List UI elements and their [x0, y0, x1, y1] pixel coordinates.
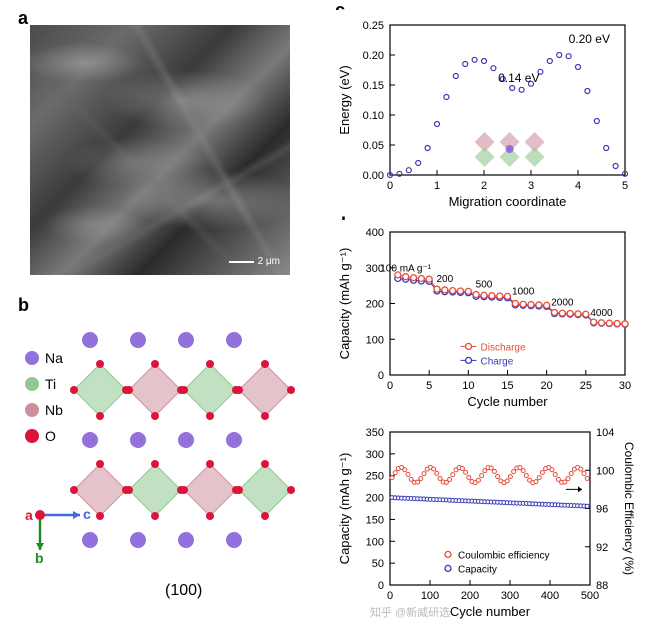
svg-text:2: 2 [481, 180, 487, 192]
scale-bar: 2 μm [229, 256, 280, 267]
legend-dot [25, 351, 39, 365]
svg-text:Capacity (mAh g⁻¹): Capacity (mAh g⁻¹) [337, 248, 352, 360]
svg-text:20: 20 [541, 380, 553, 392]
chart-e-cycling: 0100200300400500050100150200250300350889… [335, 420, 635, 620]
svg-text:0: 0 [387, 180, 393, 192]
svg-text:100 mA g⁻¹: 100 mA g⁻¹ [380, 263, 432, 274]
svg-text:15: 15 [501, 380, 513, 392]
svg-text:c: c [83, 506, 91, 522]
svg-text:Capacity (mAh g⁻¹): Capacity (mAh g⁻¹) [337, 453, 352, 565]
svg-text:Discharge: Discharge [481, 342, 526, 353]
svg-text:92: 92 [596, 542, 608, 554]
svg-text:100: 100 [596, 465, 614, 477]
svg-text:200: 200 [366, 493, 384, 505]
miller-index: (100) [165, 582, 202, 600]
scale-text: 2 μm [258, 256, 280, 267]
svg-text:25: 25 [580, 380, 592, 392]
atom-legend: Na Ti Nb O [25, 350, 63, 454]
svg-text:200: 200 [366, 299, 384, 311]
panel-a-sem: 2 μm [30, 25, 290, 275]
svg-text:5: 5 [426, 380, 432, 392]
svg-text:Migration coordinate: Migration coordinate [449, 194, 567, 209]
svg-text:1000: 1000 [512, 287, 535, 298]
watermark: 知乎 @新威研选 [370, 604, 450, 620]
svg-text:0.20 eV: 0.20 eV [569, 32, 610, 46]
chart-d-svg: 0510152025300100200300400100 mA g⁻¹20050… [335, 220, 635, 410]
svg-text:5: 5 [622, 180, 628, 192]
svg-text:30: 30 [619, 380, 631, 392]
svg-text:4: 4 [575, 180, 581, 192]
svg-text:Energy (eV): Energy (eV) [337, 65, 352, 134]
chart-d-rate: 0510152025300100200300400100 mA g⁻¹20050… [335, 220, 635, 410]
svg-text:Coulombic efficiency: Coulombic efficiency [458, 550, 550, 561]
svg-text:Capacity: Capacity [458, 564, 497, 575]
svg-text:2000: 2000 [551, 297, 574, 308]
svg-text:200: 200 [461, 590, 479, 602]
svg-text:3: 3 [528, 180, 534, 192]
svg-text:Cycle number: Cycle number [450, 604, 531, 619]
crystal-structure-svg [65, 320, 305, 560]
svg-text:350: 350 [366, 427, 384, 439]
svg-text:0.14 eV: 0.14 eV [498, 71, 539, 85]
svg-text:500: 500 [476, 279, 493, 290]
svg-text:0.15: 0.15 [363, 80, 384, 92]
legend-dot [25, 377, 39, 391]
svg-text:1: 1 [434, 180, 440, 192]
legend-item-ti: Ti [25, 376, 63, 392]
legend-dot [25, 403, 39, 417]
svg-text:0.10: 0.10 [363, 110, 384, 122]
chart-e-svg: 0100200300400500050100150200250300350889… [335, 420, 635, 620]
svg-text:Charge: Charge [481, 356, 514, 367]
svg-text:0: 0 [387, 590, 393, 602]
svg-text:0.00: 0.00 [363, 170, 384, 182]
panel-label-a: a [18, 8, 28, 29]
legend-item-na: Na [25, 350, 63, 366]
legend-label: Ti [45, 376, 56, 392]
svg-text:0: 0 [378, 370, 384, 382]
svg-text:400: 400 [541, 590, 559, 602]
svg-text:Coulombic Efficiency (%): Coulombic Efficiency (%) [622, 442, 635, 575]
svg-text:100: 100 [366, 536, 384, 548]
svg-text:50: 50 [372, 558, 384, 570]
chart-c-svg: 0 1 2 3 4 5 0.00 0.05 0.10 0.15 0.20 0.25 0.20 eV 0.1… [335, 10, 635, 210]
chart-c-energy: 0 1 2 3 4 5 0.00 0.05 0.10 0.15 0.20 0.25 0.20 eV 0.1… [335, 10, 635, 210]
svg-text:100: 100 [366, 334, 384, 346]
svg-text:0: 0 [387, 380, 393, 392]
legend-item-o: O [25, 428, 63, 444]
legend-label: Nb [45, 402, 63, 418]
svg-text:Cycle number: Cycle number [467, 394, 548, 409]
crystal-axes: c b a [25, 495, 95, 565]
svg-text:104: 104 [596, 427, 614, 439]
sem-texture [30, 25, 290, 275]
legend-item-nb: Nb [25, 402, 63, 418]
svg-text:200: 200 [436, 274, 453, 285]
svg-text:300: 300 [366, 449, 384, 461]
legend-dot [25, 429, 39, 443]
svg-text:88: 88 [596, 580, 608, 592]
svg-text:4000: 4000 [590, 308, 613, 319]
svg-text:300: 300 [501, 590, 519, 602]
legend-label: Na [45, 350, 63, 366]
svg-text:400: 400 [366, 227, 384, 239]
sem-image: 2 μm [30, 25, 290, 275]
svg-text:250: 250 [366, 471, 384, 483]
svg-text:0.05: 0.05 [363, 140, 384, 152]
panel-b-crystal: Na Ti Nb O c b a (100) [20, 300, 310, 610]
svg-text:0.20: 0.20 [363, 50, 384, 62]
svg-text:a: a [25, 507, 33, 523]
svg-text:100: 100 [421, 590, 439, 602]
svg-text:0: 0 [378, 580, 384, 592]
svg-text:150: 150 [366, 514, 384, 526]
legend-label: O [45, 428, 56, 444]
svg-text:0.25: 0.25 [363, 20, 384, 32]
svg-text:b: b [35, 550, 44, 565]
svg-text:96: 96 [596, 504, 608, 516]
svg-text:10: 10 [462, 380, 474, 392]
